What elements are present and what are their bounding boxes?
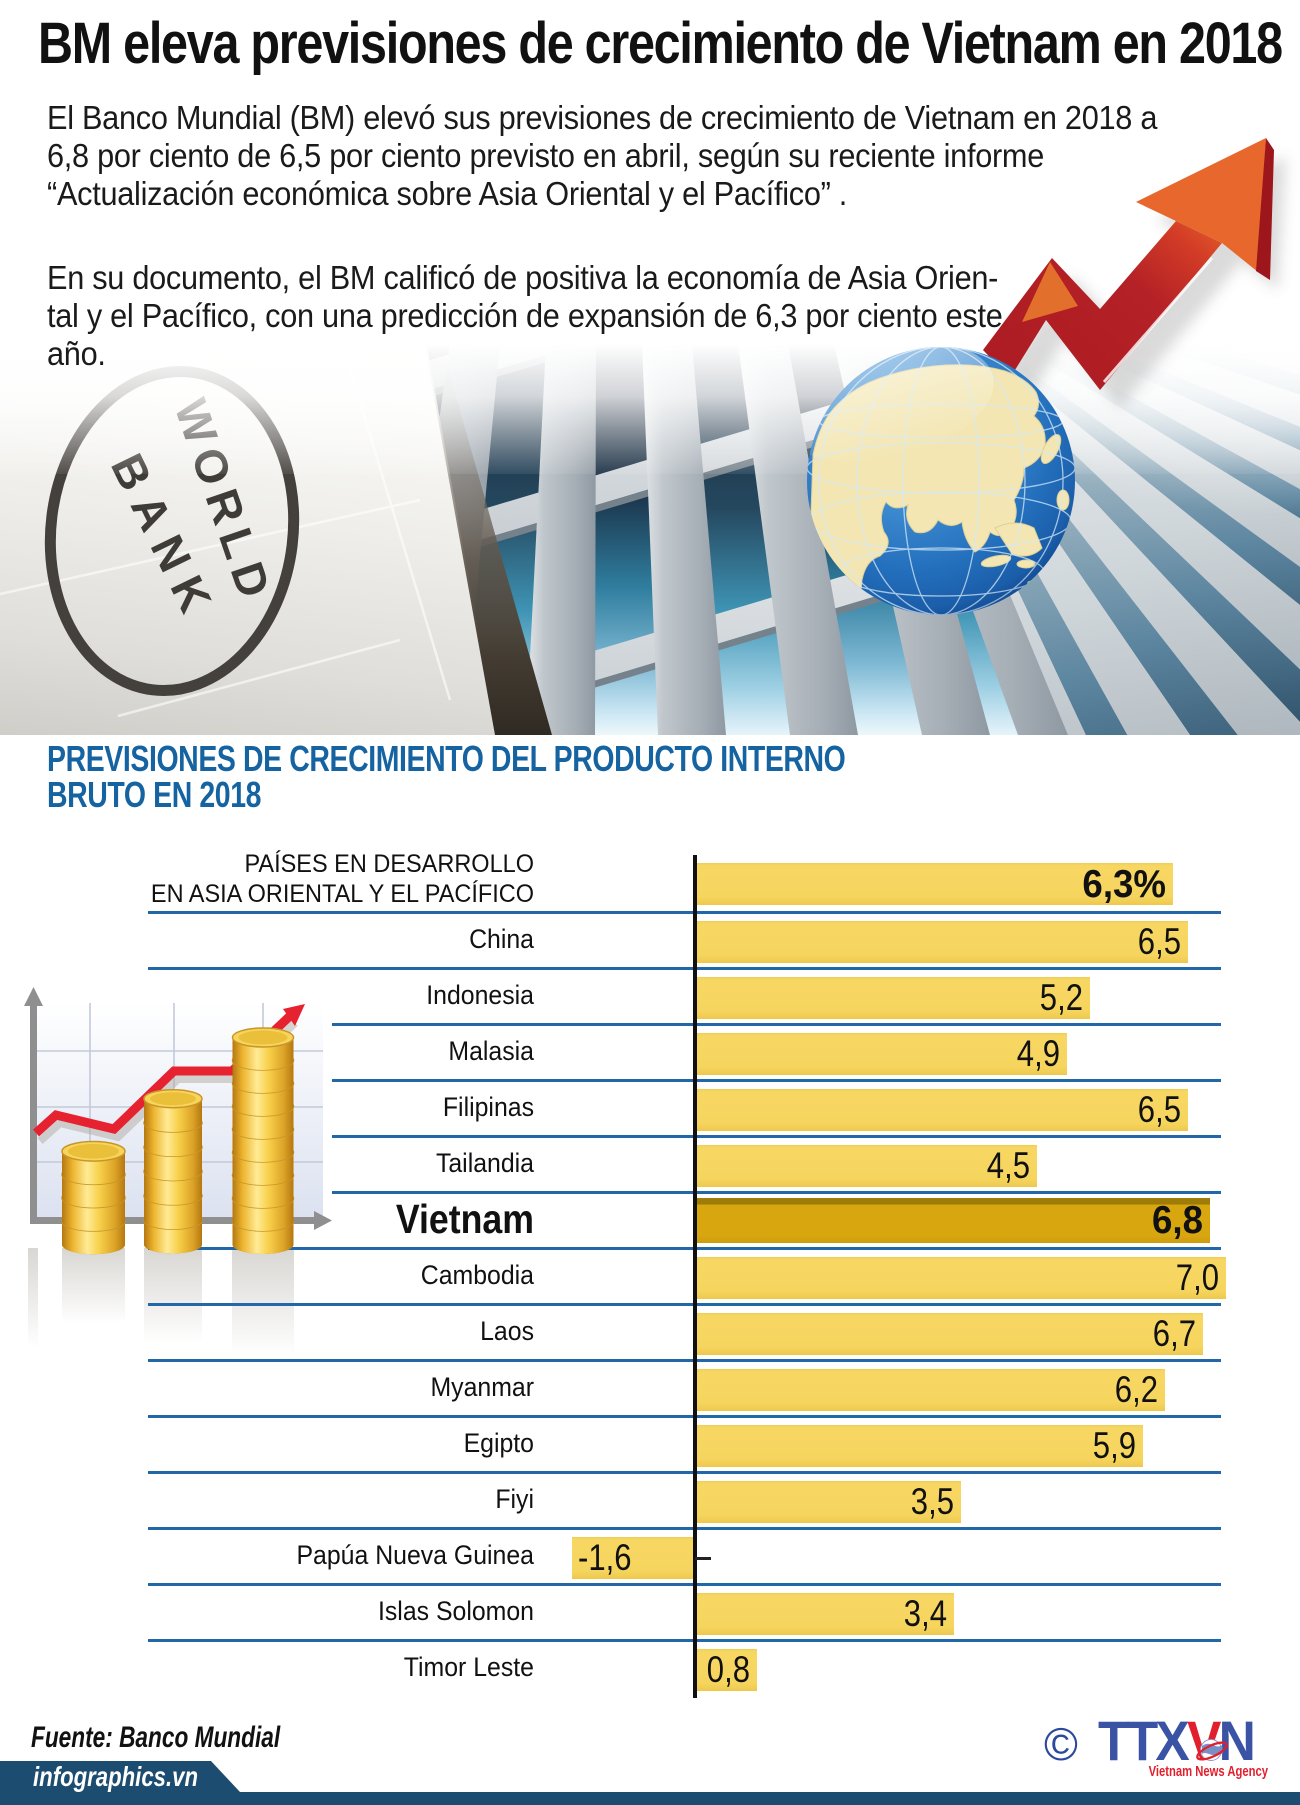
svg-text:infographics.vn: infographics.vn: [33, 1761, 198, 1792]
